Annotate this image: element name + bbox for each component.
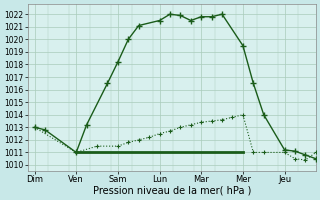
- X-axis label: Pression niveau de la mer( hPa ): Pression niveau de la mer( hPa ): [92, 186, 251, 196]
